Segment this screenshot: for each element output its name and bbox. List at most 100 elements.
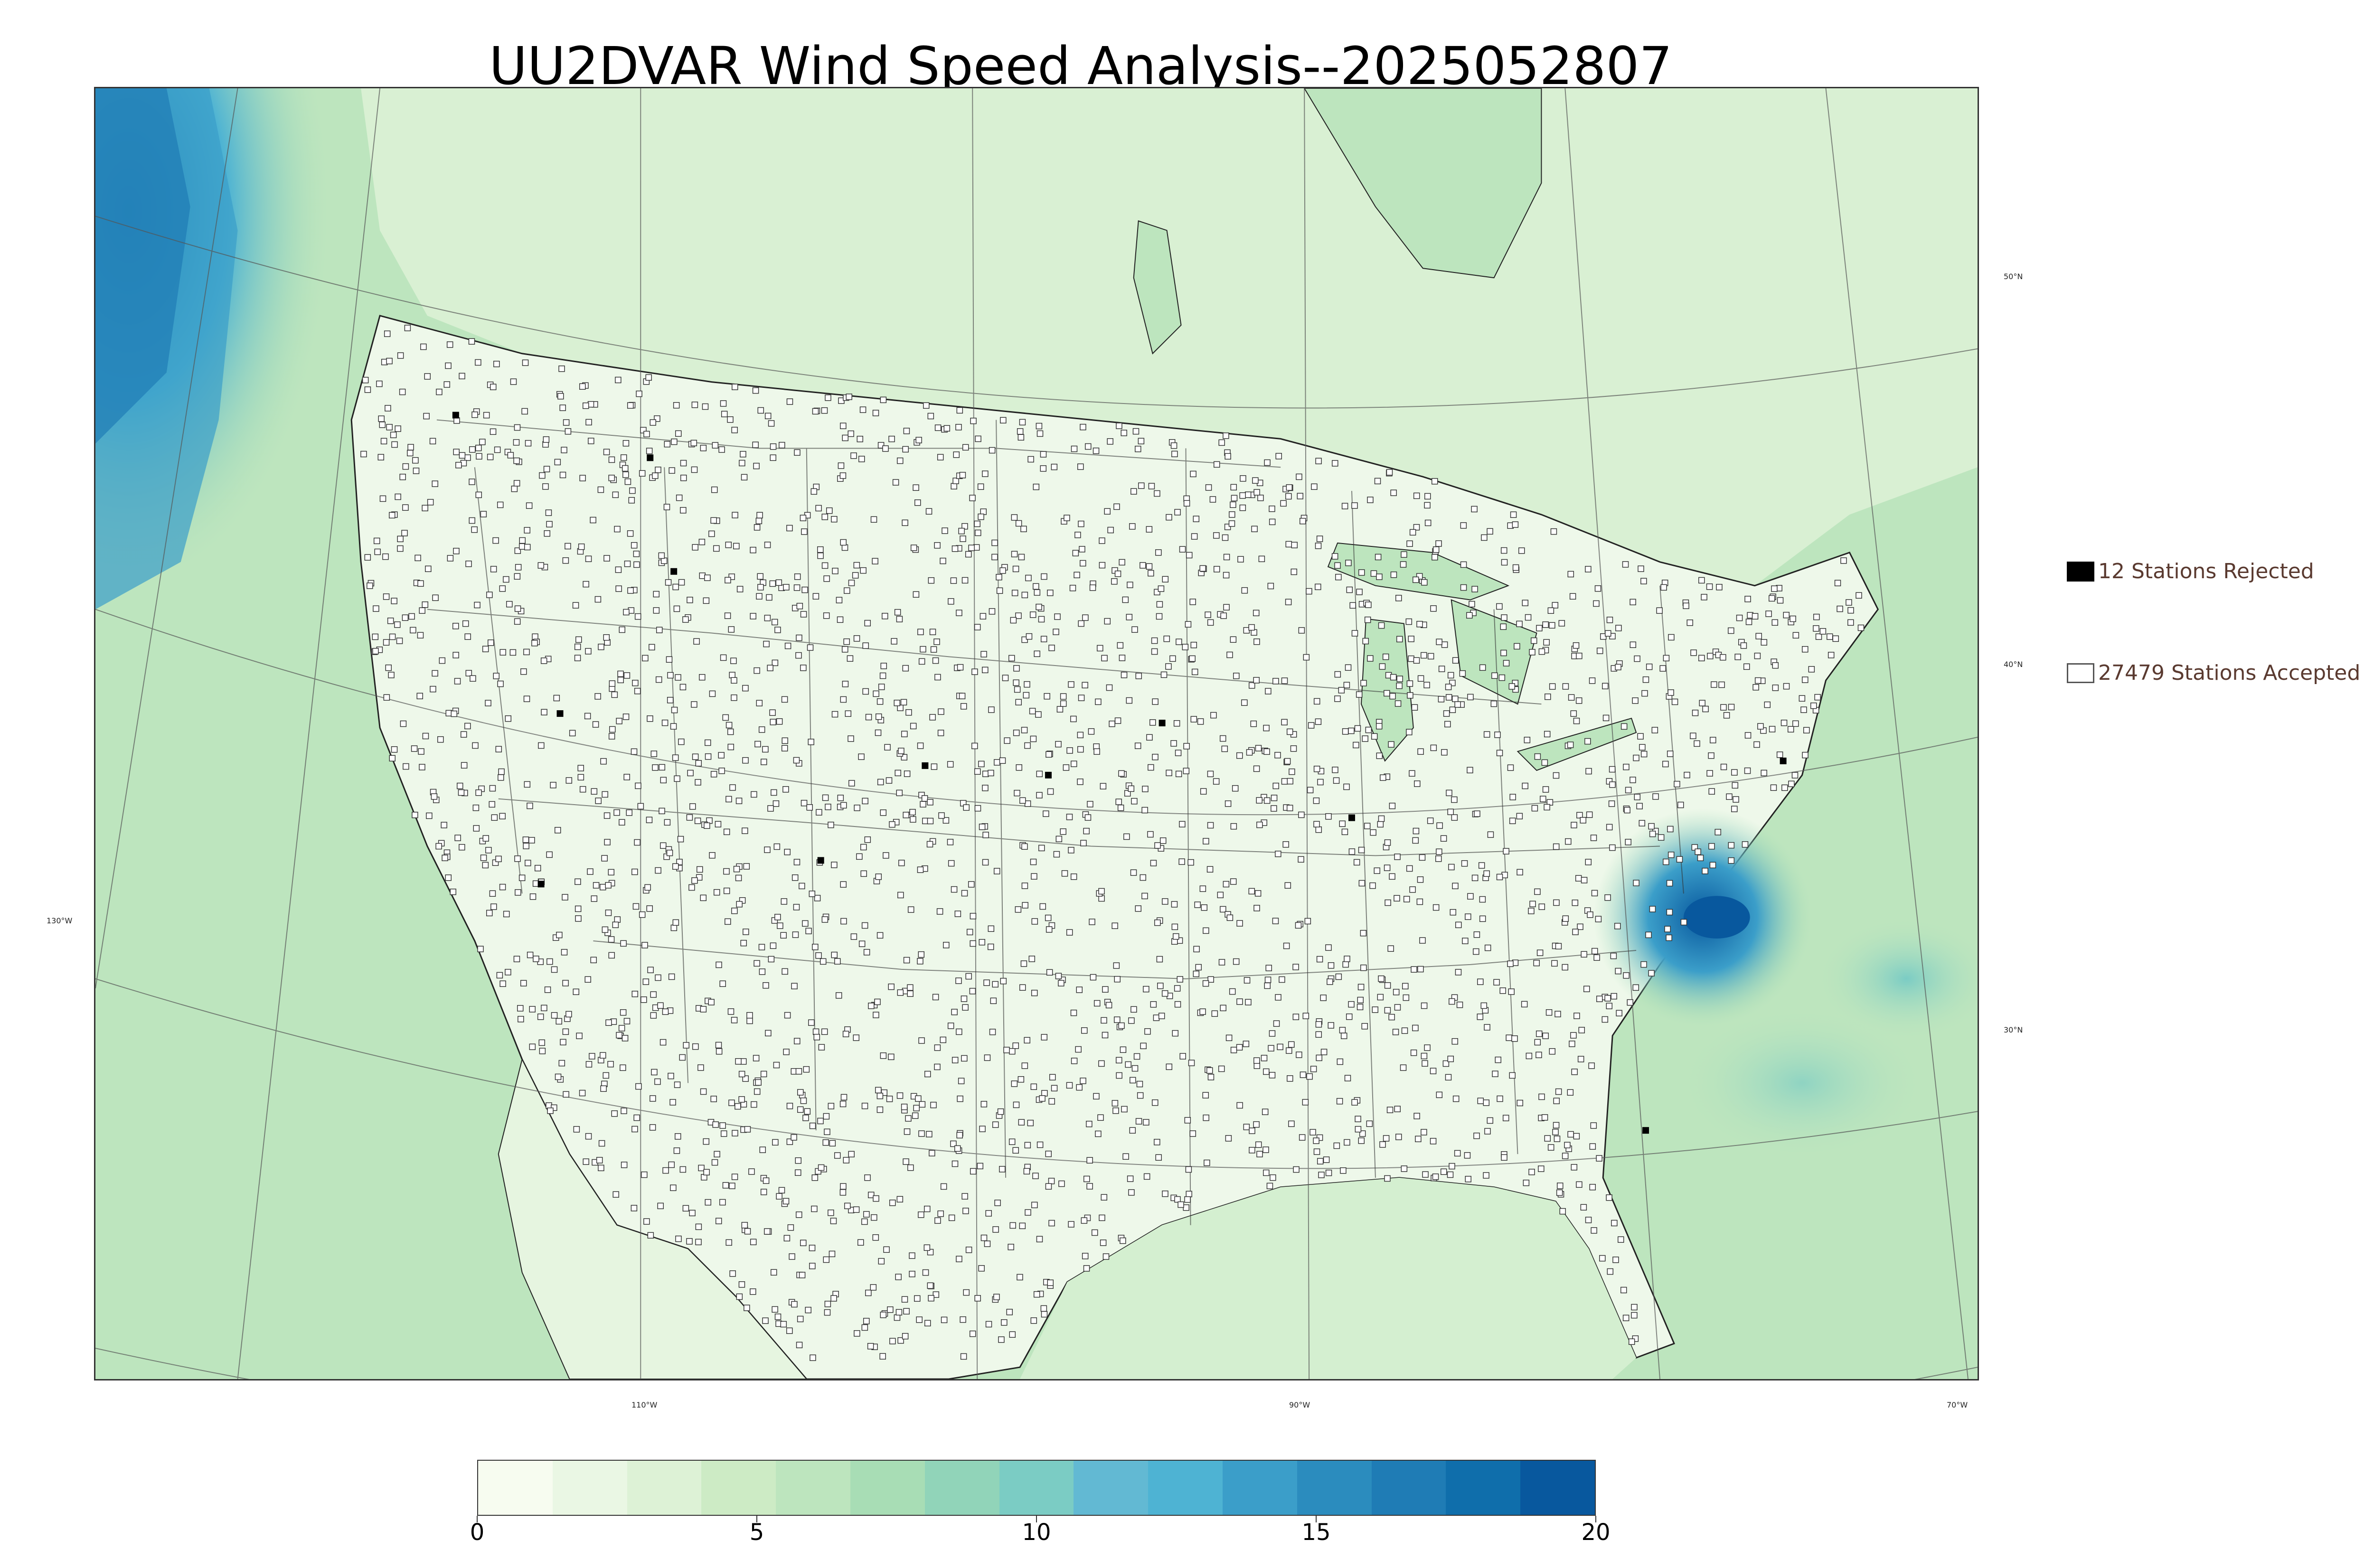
station-marker [1253, 1057, 1260, 1064]
station-marker [579, 383, 586, 390]
station-marker [861, 1324, 868, 1331]
station-marker [1506, 1034, 1512, 1041]
station-marker [575, 878, 581, 885]
station-marker [658, 552, 665, 559]
station-marker [774, 627, 781, 633]
station-marker [1141, 892, 1148, 900]
station-marker [831, 951, 838, 958]
station-marker [910, 816, 916, 823]
station-marker [820, 958, 827, 965]
station-marker [386, 357, 393, 365]
station-marker [1589, 1183, 1596, 1191]
station-marker [1575, 697, 1583, 704]
station-marker [1787, 726, 1794, 732]
station-marker [619, 819, 625, 826]
station-marker [1287, 778, 1293, 785]
station-marker [1477, 1098, 1484, 1104]
station-marker [499, 585, 506, 592]
station-marker [1447, 672, 1454, 679]
station-marker [1176, 638, 1182, 645]
station-marker [1015, 699, 1022, 705]
station-marker [1615, 967, 1621, 975]
station-marker [1524, 737, 1531, 743]
station-marker [1173, 933, 1179, 940]
station-marker [1221, 745, 1228, 752]
station-marker [412, 811, 418, 818]
station-marker [553, 695, 560, 702]
station-marker [731, 677, 737, 684]
station-marker [419, 764, 425, 770]
station-marker [1606, 824, 1613, 831]
station-marker [841, 544, 848, 551]
station-marker [697, 866, 703, 873]
station-marker [759, 968, 766, 975]
station-marker [1048, 1220, 1055, 1227]
station-marker [1382, 653, 1389, 660]
station-marker [1354, 725, 1361, 732]
station-marker [1616, 1010, 1622, 1016]
station-marker [982, 770, 989, 777]
station-marker [760, 1189, 767, 1195]
station-marker [670, 924, 678, 931]
rejected-station-marker [452, 412, 459, 419]
station-marker [1021, 883, 1028, 889]
station-marker [1430, 605, 1437, 612]
station-marker [763, 982, 769, 989]
station-marker [425, 565, 432, 573]
station-marker [725, 796, 732, 803]
station-marker [1083, 827, 1090, 835]
station-marker [863, 949, 870, 956]
station-marker [1708, 788, 1715, 795]
station-marker [1175, 750, 1182, 756]
station-marker [612, 1191, 619, 1198]
station-marker [1046, 751, 1052, 758]
station-marker [497, 680, 504, 687]
station-marker [772, 800, 780, 807]
station-marker [678, 738, 685, 745]
station-marker [590, 957, 597, 963]
station-marker [1099, 1214, 1105, 1221]
station-marker [1207, 1074, 1215, 1080]
station-marker [426, 812, 433, 819]
station-marker [762, 746, 769, 753]
station-marker [1417, 966, 1424, 973]
colorbar-segment [552, 1461, 627, 1515]
station-marker [724, 612, 731, 619]
station-marker [1411, 966, 1417, 973]
station-marker [1296, 473, 1302, 480]
station-marker [1128, 1017, 1135, 1024]
station-marker [1024, 681, 1030, 688]
station-marker [903, 957, 910, 964]
station-marker [1066, 747, 1073, 754]
station-marker [1203, 1114, 1209, 1121]
station-marker [1093, 748, 1100, 755]
station-marker [1462, 938, 1469, 944]
station-marker [1008, 1244, 1014, 1250]
station-marker [633, 561, 640, 568]
station-marker [934, 674, 941, 681]
station-marker [498, 774, 504, 781]
station-marker [830, 1295, 837, 1302]
station-marker [1313, 821, 1320, 827]
station-marker [1024, 742, 1031, 749]
station-marker [888, 983, 895, 990]
station-marker [603, 1072, 610, 1079]
station-marker [556, 1018, 562, 1025]
station-marker [951, 1057, 959, 1063]
station-marker [1232, 785, 1239, 792]
station-marker [1253, 489, 1260, 496]
station-marker [1122, 596, 1129, 603]
station-marker [1406, 540, 1413, 547]
station-marker [560, 1039, 566, 1046]
station-marker [879, 672, 886, 679]
station-marker [1745, 619, 1752, 625]
station-marker [1053, 629, 1059, 635]
station-marker [622, 471, 629, 478]
station-marker [1553, 1122, 1560, 1129]
station-marker [858, 456, 865, 462]
station-marker [864, 620, 871, 627]
station-marker [1464, 1152, 1471, 1159]
station-marker [523, 695, 530, 702]
station-marker [651, 1069, 658, 1076]
station-marker [1099, 562, 1106, 569]
